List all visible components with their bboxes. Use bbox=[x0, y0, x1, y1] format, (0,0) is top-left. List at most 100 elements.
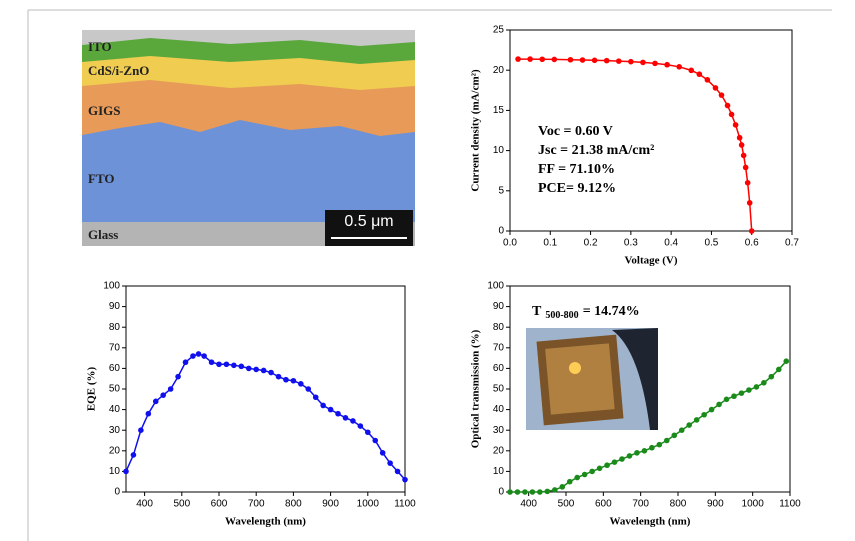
y-tick-label: 40 bbox=[493, 404, 505, 415]
data-point bbox=[231, 363, 237, 369]
y-tick-label: 60 bbox=[493, 363, 505, 374]
data-point bbox=[716, 402, 722, 408]
data-point bbox=[627, 453, 633, 459]
data-point bbox=[652, 61, 658, 67]
data-point bbox=[580, 57, 586, 63]
y-tick-label: 0 bbox=[498, 226, 504, 237]
annotation: PCE= 9.12% bbox=[538, 181, 616, 196]
data-point bbox=[515, 489, 521, 495]
x-axis-label: Wavelength (nm) bbox=[610, 516, 691, 528]
x-tick-label: 0.3 bbox=[624, 238, 638, 249]
scale-bar: 0.5 μm bbox=[344, 213, 393, 230]
x-tick-label: 900 bbox=[322, 499, 339, 510]
data-point bbox=[737, 135, 743, 141]
y-axis-label: Optical transmission (%) bbox=[470, 329, 482, 448]
x-tick-label: 0.4 bbox=[664, 238, 678, 249]
data-point bbox=[592, 58, 598, 64]
data-point bbox=[657, 442, 663, 448]
data-point bbox=[123, 469, 129, 475]
data-point bbox=[196, 351, 202, 357]
data-point bbox=[664, 438, 670, 444]
data-point bbox=[604, 58, 610, 64]
data-point bbox=[320, 403, 326, 409]
data-point bbox=[749, 228, 755, 234]
y-tick-label: 80 bbox=[109, 322, 121, 333]
data-point bbox=[733, 122, 739, 128]
data-point bbox=[754, 384, 760, 390]
annotation: Voc = 0.60 V bbox=[538, 124, 613, 139]
data-point bbox=[343, 415, 349, 421]
data-point bbox=[168, 386, 174, 392]
data-point bbox=[183, 359, 189, 365]
y-tick-label: 90 bbox=[109, 301, 121, 312]
data-point bbox=[201, 353, 207, 359]
data-point bbox=[261, 368, 267, 374]
data-point bbox=[402, 477, 408, 483]
annotation: Jsc = 21.38 mA/cm² bbox=[538, 143, 654, 158]
data-point bbox=[372, 438, 378, 444]
x-tick-label: 800 bbox=[285, 499, 302, 510]
data-point bbox=[522, 489, 528, 495]
data-point bbox=[589, 469, 595, 475]
data-point bbox=[724, 397, 730, 403]
data-point bbox=[701, 412, 707, 418]
data-point bbox=[574, 475, 580, 481]
data-point bbox=[688, 68, 694, 74]
data-point bbox=[739, 390, 745, 396]
data-point bbox=[628, 59, 634, 65]
data-point bbox=[741, 153, 747, 159]
layer-label: ITO bbox=[88, 39, 112, 54]
data-point bbox=[253, 367, 259, 373]
data-point bbox=[719, 92, 725, 98]
data-point bbox=[582, 472, 588, 478]
data-point bbox=[365, 429, 371, 435]
x-tick-label: 0.0 bbox=[503, 238, 517, 249]
data-point bbox=[745, 180, 751, 186]
x-tick-label: 1000 bbox=[357, 499, 380, 510]
data-point bbox=[634, 450, 640, 456]
layer-label: GIGS bbox=[88, 103, 121, 118]
x-tick-label: 800 bbox=[670, 499, 687, 510]
x-tick-label: 500 bbox=[173, 499, 190, 510]
x-tick-label: 0.1 bbox=[543, 238, 557, 249]
data-line bbox=[126, 354, 405, 480]
y-tick-label: 100 bbox=[487, 281, 504, 292]
data-point bbox=[616, 58, 622, 64]
data-point bbox=[694, 417, 700, 423]
data-point bbox=[350, 418, 356, 424]
data-point bbox=[539, 56, 545, 62]
x-tick-label: 600 bbox=[211, 499, 228, 510]
data-point bbox=[283, 377, 289, 383]
data-point bbox=[160, 392, 166, 398]
data-point bbox=[209, 359, 215, 365]
x-axis-label: Wavelength (nm) bbox=[225, 516, 306, 528]
data-point bbox=[713, 85, 719, 91]
data-point bbox=[697, 71, 703, 77]
data-point bbox=[604, 462, 610, 468]
data-point bbox=[268, 370, 274, 376]
layer-label: Glass bbox=[88, 227, 118, 242]
x-tick-label: 600 bbox=[595, 499, 612, 510]
data-point bbox=[131, 452, 137, 458]
data-point bbox=[769, 374, 775, 380]
x-tick-label: 0.6 bbox=[745, 238, 759, 249]
annotation-symbol: T bbox=[532, 304, 542, 319]
data-point bbox=[530, 489, 536, 495]
data-point bbox=[567, 479, 573, 485]
y-tick-label: 0 bbox=[114, 487, 120, 498]
y-tick-label: 70 bbox=[109, 342, 121, 353]
data-point bbox=[746, 387, 752, 393]
y-tick-label: 10 bbox=[493, 145, 505, 156]
x-tick-label: 1100 bbox=[779, 499, 801, 510]
data-point bbox=[731, 393, 737, 399]
data-point bbox=[246, 366, 252, 372]
y-tick-label: 25 bbox=[493, 25, 505, 36]
y-tick-label: 20 bbox=[109, 445, 121, 456]
y-tick-label: 20 bbox=[493, 445, 505, 456]
data-point bbox=[552, 487, 558, 493]
data-point bbox=[153, 399, 159, 405]
y-tick-label: 30 bbox=[109, 425, 121, 436]
data-point bbox=[216, 361, 222, 367]
data-point bbox=[138, 427, 144, 433]
